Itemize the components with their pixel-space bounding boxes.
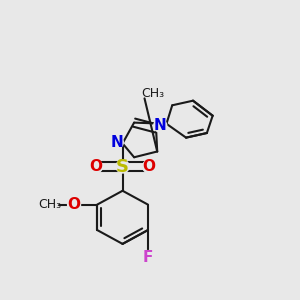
Text: S: S bbox=[116, 158, 129, 175]
Circle shape bbox=[116, 160, 129, 173]
Circle shape bbox=[41, 196, 58, 213]
Text: O: O bbox=[68, 197, 81, 212]
Circle shape bbox=[147, 87, 160, 100]
Circle shape bbox=[154, 119, 167, 132]
Circle shape bbox=[143, 160, 156, 173]
Text: N: N bbox=[154, 118, 167, 133]
Text: O: O bbox=[142, 159, 156, 174]
Text: F: F bbox=[143, 250, 153, 265]
Circle shape bbox=[110, 136, 123, 149]
Text: CH₃: CH₃ bbox=[38, 198, 61, 211]
Circle shape bbox=[68, 198, 80, 211]
Text: O: O bbox=[89, 159, 103, 174]
Text: N: N bbox=[110, 135, 123, 150]
Circle shape bbox=[142, 250, 154, 263]
Circle shape bbox=[89, 160, 103, 173]
Text: CH₃: CH₃ bbox=[142, 87, 165, 100]
